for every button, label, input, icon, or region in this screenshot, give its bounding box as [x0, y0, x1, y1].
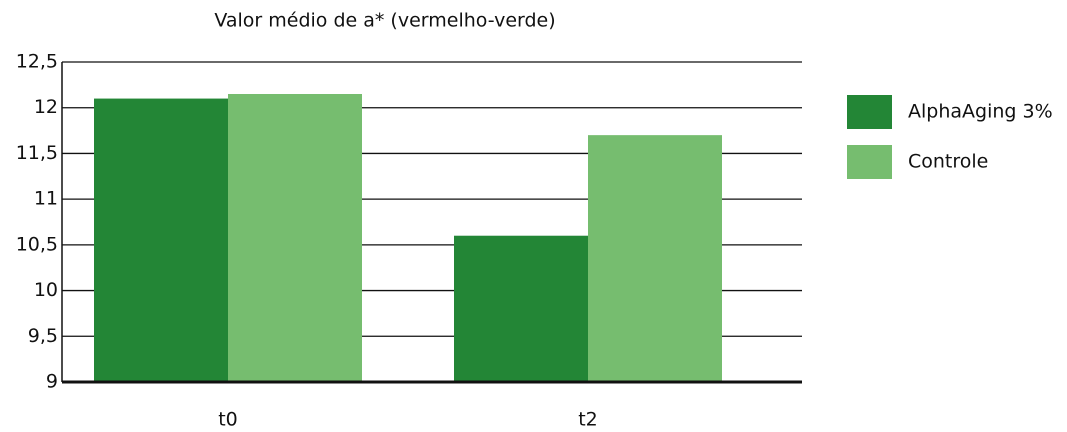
bar — [588, 135, 722, 382]
y-tick-label: 12 — [34, 96, 58, 118]
legend-swatch — [847, 95, 892, 129]
y-tick-label: 10 — [34, 279, 58, 301]
x-tick-label: t0 — [218, 409, 238, 431]
legend-label: AlphaAging 3% — [908, 101, 1053, 123]
legend-label: Controle — [908, 151, 988, 173]
y-tick-label: 12,5 — [16, 51, 58, 73]
legend-swatch — [847, 145, 892, 179]
y-tick-label: 9 — [46, 371, 58, 393]
chart-title: Valor médio de a* (vermelho-verde) — [214, 10, 555, 32]
y-tick-label: 11 — [34, 188, 58, 210]
y-tick-label: 10,5 — [16, 233, 58, 255]
x-tick-label: t2 — [578, 409, 598, 431]
y-tick-label: 9,5 — [28, 325, 58, 347]
bar — [94, 98, 228, 383]
y-tick-label: 11,5 — [16, 142, 58, 164]
bar — [228, 94, 362, 382]
bar — [454, 235, 588, 382]
